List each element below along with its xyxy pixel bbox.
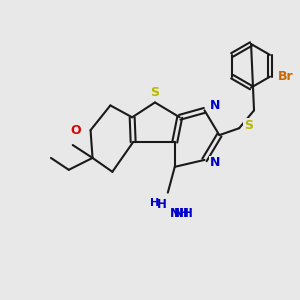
- Text: H: H: [157, 198, 167, 211]
- Text: N: N: [209, 156, 220, 170]
- Text: N: N: [209, 99, 220, 112]
- Text: NH: NH: [170, 207, 190, 220]
- Text: O: O: [70, 124, 81, 137]
- Text: S: S: [151, 86, 160, 99]
- Text: H: H: [150, 197, 160, 208]
- Text: S: S: [244, 119, 253, 132]
- Text: NH: NH: [174, 207, 194, 220]
- Text: Br: Br: [278, 70, 293, 83]
